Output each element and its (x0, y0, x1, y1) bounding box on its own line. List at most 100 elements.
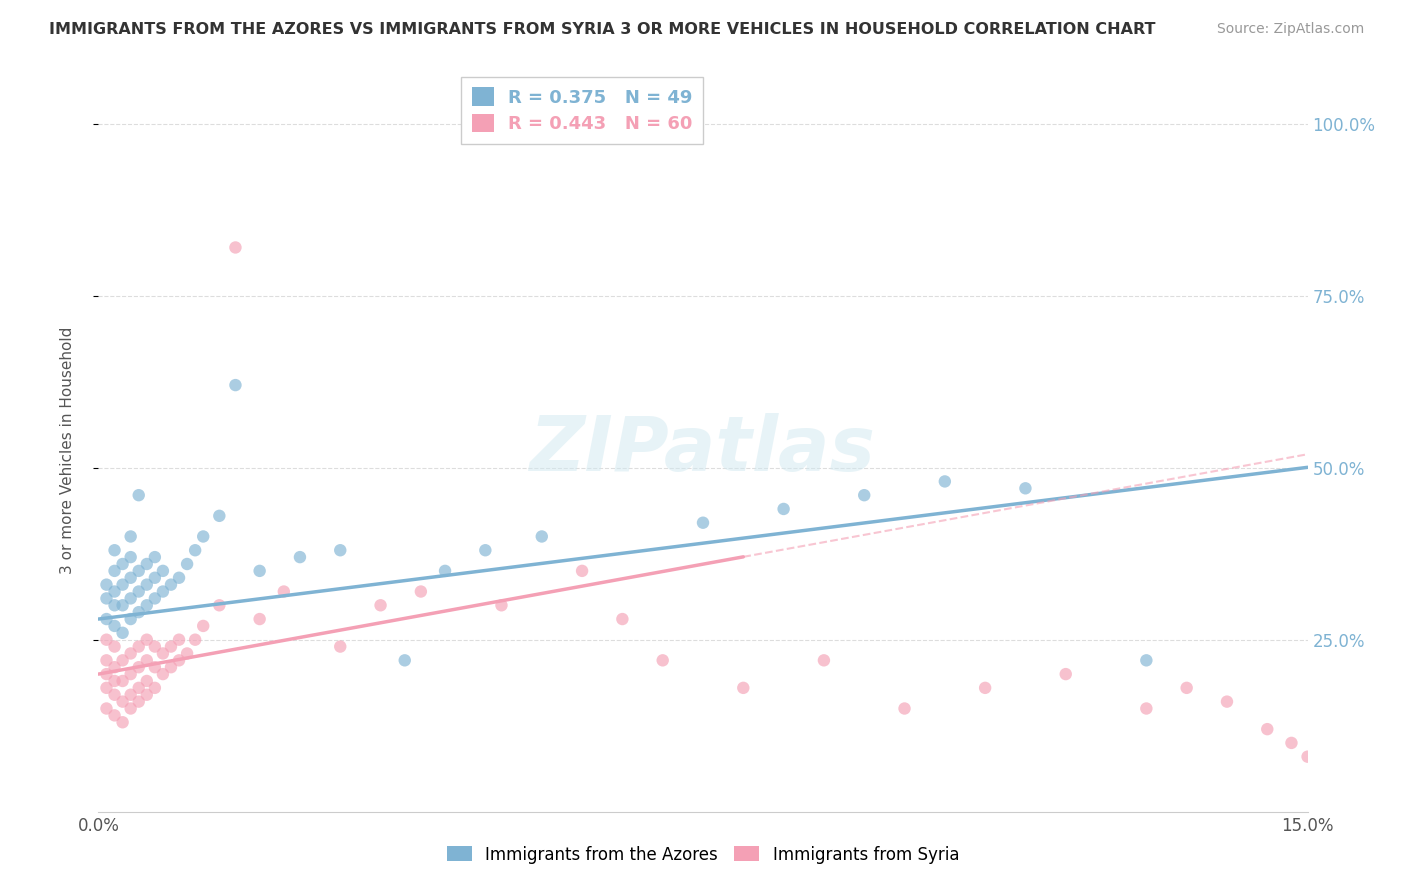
Point (692, 516, 714, 530)
Point (128, 488, 150, 502)
Point (1054, 667, 1077, 681)
Point (96, 667, 118, 681)
Legend: Immigrants from the Azores, Immigrants from Syria: Immigrants from the Azores, Immigrants f… (440, 839, 966, 871)
Point (474, 543, 496, 558)
Point (208, 508, 231, 523)
Point (152, 667, 174, 681)
Point (135, 632, 157, 647)
Point (111, 673, 134, 688)
Point (111, 557, 134, 571)
Point (434, 564, 457, 578)
Point (208, 599, 231, 613)
Point (111, 599, 134, 613)
Point (1296, 749, 1319, 764)
Point (120, 688, 142, 702)
Point (1281, 736, 1303, 750)
Point (135, 557, 157, 571)
Point (1256, 722, 1278, 736)
Point (329, 543, 352, 558)
Point (143, 681, 166, 695)
Point (120, 701, 142, 715)
Point (128, 584, 150, 599)
Point (152, 584, 174, 599)
Point (128, 564, 150, 578)
Point (288, 550, 311, 565)
Point (103, 543, 125, 558)
Point (135, 653, 157, 667)
Point (120, 612, 142, 626)
Point (160, 660, 183, 674)
Point (160, 577, 183, 591)
Point (111, 653, 134, 667)
Point (135, 688, 157, 702)
Point (160, 640, 183, 654)
Point (128, 605, 150, 619)
Point (167, 653, 190, 667)
Point (103, 564, 125, 578)
Point (120, 550, 142, 565)
Point (193, 619, 215, 633)
Point (772, 502, 794, 516)
Point (120, 647, 142, 661)
Point (96, 681, 118, 695)
Legend: R = 0.375   N = 49, R = 0.443   N = 60: R = 0.375 N = 49, R = 0.443 N = 60 (461, 77, 703, 145)
Point (249, 612, 271, 626)
Point (96, 701, 118, 715)
Point (329, 640, 352, 654)
Point (128, 695, 150, 709)
Point (853, 488, 876, 502)
Point (651, 653, 673, 667)
Point (143, 571, 166, 585)
Text: ZIPatlas: ZIPatlas (530, 414, 876, 487)
Point (128, 640, 150, 654)
Point (111, 577, 134, 591)
Point (893, 701, 915, 715)
Point (733, 681, 755, 695)
Point (96, 591, 118, 606)
Point (128, 681, 150, 695)
Point (273, 584, 295, 599)
Point (135, 673, 157, 688)
Point (184, 632, 207, 647)
Point (167, 571, 190, 585)
Point (176, 557, 198, 571)
Point (143, 660, 166, 674)
Point (103, 640, 125, 654)
Point (103, 688, 125, 702)
Point (974, 681, 997, 695)
Point (103, 673, 125, 688)
Point (193, 529, 215, 543)
Point (152, 564, 174, 578)
Point (111, 715, 134, 730)
Point (103, 619, 125, 633)
Point (571, 564, 593, 578)
Point (1175, 681, 1198, 695)
Point (103, 584, 125, 599)
Point (143, 591, 166, 606)
Point (120, 667, 142, 681)
Text: Source: ZipAtlas.com: Source: ZipAtlas.com (1216, 22, 1364, 37)
Point (96, 632, 118, 647)
Point (1135, 653, 1157, 667)
Text: IMMIGRANTS FROM THE AZORES VS IMMIGRANTS FROM SYRIA 3 OR MORE VEHICLES IN HOUSEH: IMMIGRANTS FROM THE AZORES VS IMMIGRANTS… (49, 22, 1156, 37)
Point (1216, 695, 1239, 709)
Point (143, 550, 166, 565)
Point (120, 529, 142, 543)
Point (1135, 701, 1157, 715)
Point (409, 584, 432, 599)
Point (120, 591, 142, 606)
Point (96, 612, 118, 626)
Point (370, 599, 392, 613)
Point (135, 599, 157, 613)
Point (530, 529, 553, 543)
Point (103, 708, 125, 723)
Point (111, 695, 134, 709)
Point (103, 660, 125, 674)
Point (934, 475, 956, 489)
Y-axis label: 3 or more Vehicles in Household: 3 or more Vehicles in Household (60, 326, 75, 574)
Point (167, 632, 190, 647)
Point (612, 612, 634, 626)
Point (491, 599, 513, 613)
Point (128, 660, 150, 674)
Point (224, 240, 246, 254)
